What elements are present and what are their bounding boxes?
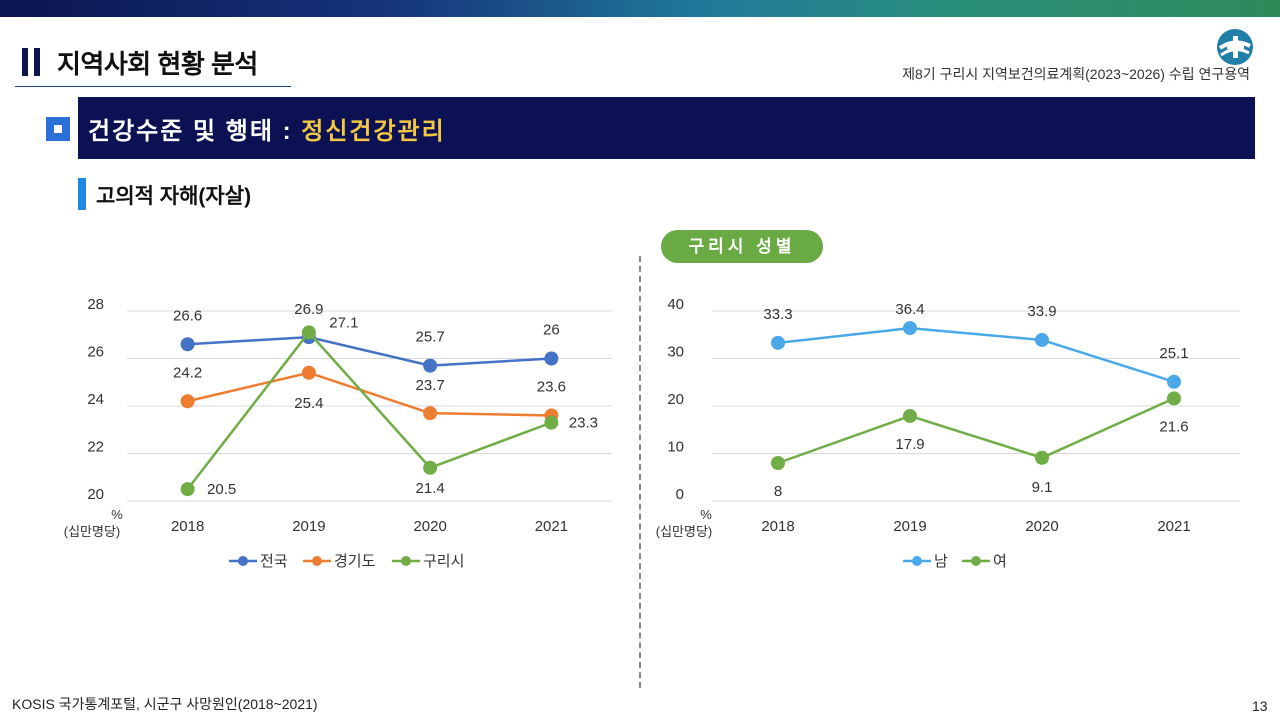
title-bar-mark bbox=[34, 48, 40, 76]
y-tick-label: 40 bbox=[667, 296, 684, 313]
data-label: 26.6 bbox=[173, 307, 202, 324]
data-label: 25.7 bbox=[416, 329, 445, 346]
x-tick-label: 2018 bbox=[171, 518, 204, 535]
x-tick-label: 2019 bbox=[893, 518, 926, 535]
legend-marker bbox=[312, 556, 322, 566]
data-label: 23.7 bbox=[416, 377, 445, 394]
data-label: 21.4 bbox=[416, 480, 445, 497]
legend-label: 전국 bbox=[260, 553, 288, 570]
data-point bbox=[423, 358, 438, 373]
y-tick-label: 28 bbox=[87, 296, 104, 313]
data-label: 20.5 bbox=[207, 481, 236, 498]
page-number: 13 bbox=[1252, 698, 1268, 714]
y-tick-label: 30 bbox=[667, 344, 684, 361]
banner-highlight: 정신건강관리 bbox=[301, 118, 446, 145]
y-tick-label: 26 bbox=[87, 344, 104, 361]
legend-label: 구리시 bbox=[423, 553, 464, 570]
data-label: 25.4 bbox=[294, 395, 323, 412]
data-label: 27.1 bbox=[329, 314, 358, 331]
data-point bbox=[180, 337, 195, 352]
x-tick-label: 2020 bbox=[1025, 518, 1058, 535]
data-point bbox=[1167, 391, 1181, 406]
series-line bbox=[186, 330, 552, 490]
data-point bbox=[180, 482, 195, 497]
data-label: 9.1 bbox=[1032, 479, 1053, 496]
data-label: 33.9 bbox=[1027, 303, 1056, 320]
data-label: 24.2 bbox=[173, 364, 202, 381]
data-label: 23.6 bbox=[537, 379, 566, 396]
report-title: 제8기 구리시 지역보건의료계획(2023~2026) 수립 연구용역 bbox=[902, 66, 1250, 82]
y-unit-note: (십만명당) bbox=[64, 524, 121, 539]
page-title: 지역사회 현황 분석 bbox=[57, 49, 258, 79]
data-point bbox=[1167, 374, 1181, 389]
data-point bbox=[544, 351, 559, 366]
data-point bbox=[903, 408, 917, 423]
data-point bbox=[423, 406, 438, 421]
data-label: 8 bbox=[774, 483, 782, 500]
topic-banner: 건강수준 및 행태 : 정신건강관리 bbox=[78, 97, 1255, 159]
title-underline bbox=[15, 86, 291, 87]
legend-marker bbox=[401, 556, 411, 566]
data-label: 36.4 bbox=[895, 301, 924, 318]
data-point bbox=[423, 460, 438, 475]
banner-prefix: 건강수준 및 행태 : bbox=[88, 118, 302, 145]
data-point bbox=[180, 394, 195, 409]
legend-marker bbox=[912, 556, 922, 566]
data-point bbox=[1035, 450, 1049, 465]
data-label: 17.9 bbox=[895, 436, 924, 453]
data-point bbox=[544, 415, 559, 430]
series-line bbox=[187, 371, 552, 417]
data-label: 26 bbox=[543, 322, 560, 339]
source-note: KOSIS 국가통계포털, 시군구 사망원인(2018~2021) bbox=[12, 696, 318, 712]
x-tick-label: 2021 bbox=[1157, 518, 1190, 535]
series-line bbox=[777, 326, 1175, 383]
x-tick-label: 2019 bbox=[292, 518, 325, 535]
data-point bbox=[771, 456, 785, 470]
y-tick-label: 20 bbox=[667, 391, 684, 408]
section-mark bbox=[78, 178, 86, 210]
data-point bbox=[301, 325, 316, 340]
legend-label: 여 bbox=[993, 553, 1007, 570]
data-label: 33.3 bbox=[763, 306, 792, 323]
x-tick-label: 2020 bbox=[413, 518, 446, 535]
series-line bbox=[187, 335, 552, 367]
chart-divider bbox=[639, 256, 641, 688]
legend-marker bbox=[971, 556, 981, 566]
legend-label: 남 bbox=[934, 553, 948, 570]
data-point bbox=[1035, 332, 1049, 347]
y-tick-label: 20 bbox=[87, 486, 104, 503]
title-bar-mark bbox=[22, 48, 28, 76]
guri-logo-icon bbox=[1217, 29, 1253, 65]
y-unit-label: % bbox=[111, 507, 123, 522]
gender-tag-pill: 구리시 성별 bbox=[661, 230, 823, 263]
x-tick-label: 2021 bbox=[535, 518, 568, 535]
y-tick-label: 0 bbox=[676, 486, 684, 503]
data-point bbox=[903, 321, 917, 336]
regional-suicide-chart: 20 22 24 26 28 2018 2019 2020 2021% (십만명당) 26.6 26.… bbox=[64, 296, 612, 570]
series-line bbox=[777, 397, 1175, 465]
banner-title: 건강수준 및 행태 : 정신건강관리 bbox=[88, 111, 446, 146]
y-unit-label: % bbox=[700, 507, 712, 522]
data-point bbox=[301, 365, 316, 380]
legend-label: 경기도 bbox=[334, 553, 376, 570]
data-label: 21.6 bbox=[1159, 418, 1188, 435]
data-label: 23.3 bbox=[569, 415, 598, 432]
legend-marker bbox=[238, 556, 248, 566]
x-tick-label: 2018 bbox=[761, 518, 794, 535]
y-tick-label: 22 bbox=[87, 439, 104, 456]
y-tick-label: 24 bbox=[87, 391, 104, 408]
data-label: 25.1 bbox=[1159, 345, 1188, 362]
section-title: 고의적 자해(자살) bbox=[96, 185, 252, 208]
y-tick-label: 10 bbox=[667, 439, 684, 456]
y-unit-note: (십만명당) bbox=[656, 524, 713, 539]
data-point bbox=[771, 335, 785, 350]
data-label: 26.9 bbox=[294, 301, 323, 318]
top-gradient-bar bbox=[0, 0, 1280, 17]
banner-square-icon bbox=[46, 117, 70, 141]
